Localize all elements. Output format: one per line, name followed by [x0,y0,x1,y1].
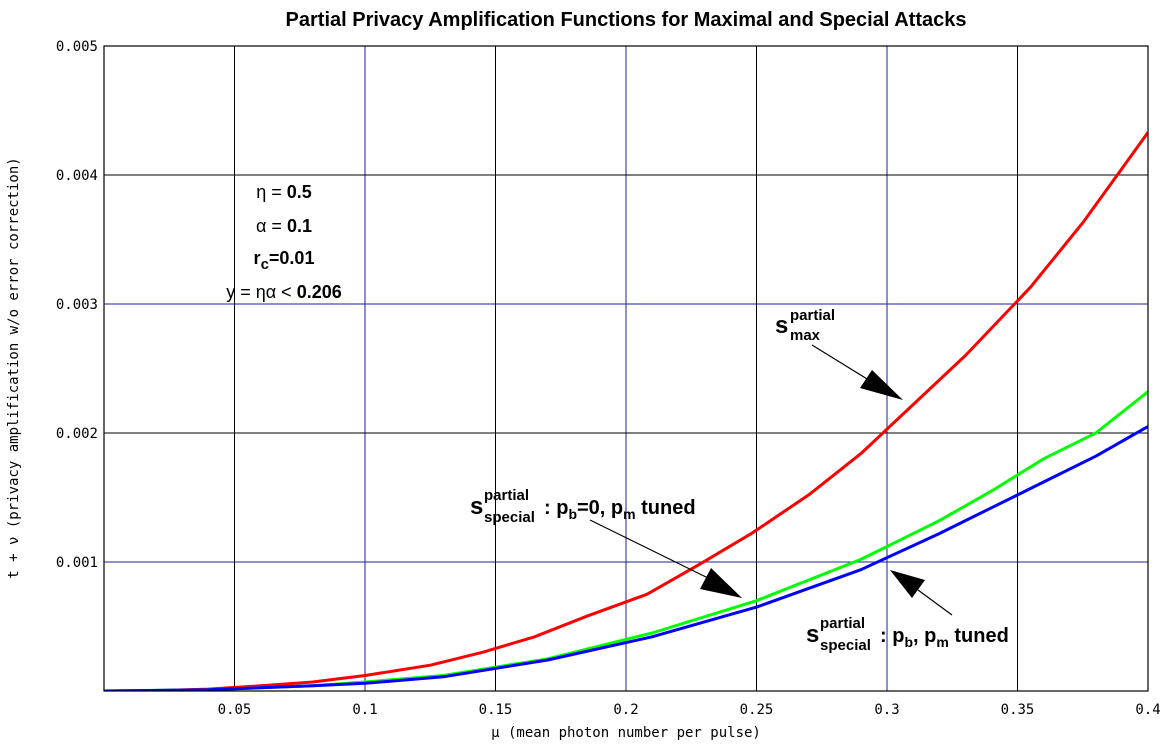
svg-text:s: s [775,312,788,339]
grid [104,46,1149,691]
svg-text:partial: partial [790,307,835,324]
svg-text:: pb, pm tuned: : pb, pm tuned [880,625,1009,650]
y-tick-labels: 0.001 0.002 0.003 0.004 0.005 [56,39,98,571]
arrow-s-special-pb-pm [890,570,953,616]
param-rc: rc=0.01 [254,248,315,273]
svg-text:partial: partial [484,487,529,504]
y-tick-label: 0.004 [56,168,98,184]
svg-text:s: s [806,621,819,648]
y-axis-label: t + ν (privacy amplification w/o error c… [6,157,22,578]
svg-text:: pb=0, pm tuned: : pb=0, pm tuned [544,497,696,522]
x-tick-label: 0.2 [613,702,638,718]
x-tick-label: 0.15 [479,702,513,718]
series-line-red [104,131,1148,691]
x-tick-label: 0.1 [352,702,377,718]
x-tick-label: 0.05 [218,702,252,718]
param-y: y = ηα < 0.206 [226,282,342,302]
y-tick-label: 0.002 [56,426,98,442]
label-s-max: s partial max [775,307,835,344]
x-axis-label: μ (mean photon number per pulse) [491,725,761,741]
param-alpha: α = 0.1 [256,216,312,236]
series-line-blue [104,425,1148,691]
param-eta: η = 0.5 [256,182,312,202]
x-tick-label: 0.4 [1135,702,1160,718]
arrow-s-max [811,344,903,400]
svg-text:special: special [484,509,535,526]
x-tick-label: 0.3 [874,702,899,718]
y-tick-label: 0.001 [56,555,98,571]
label-s-special-pb-pm: s partial special : pb, pm tuned [806,615,1009,654]
parameter-annotations: η = 0.5 α = 0.1 rc=0.01 y = ηα < 0.206 [226,182,342,302]
x-tick-label: 0.25 [740,702,774,718]
y-tick-label: 0.005 [56,39,98,55]
svg-text:partial: partial [820,615,865,632]
x-tick-labels: 0.05 0.1 0.15 0.2 0.25 0.3 0.35 0.4 [218,702,1161,718]
x-tick-label: 0.35 [1001,702,1035,718]
plot-frame [103,45,1149,692]
label-s-special-pb0: s partial special : pb=0, pm tuned [470,487,696,526]
chart-title: Partial Privacy Amplification Functions … [286,9,967,31]
svg-text:max: max [790,327,821,344]
svg-text:special: special [820,637,871,654]
y-tick-label: 0.003 [56,297,98,313]
svg-text:s: s [470,493,483,520]
series-lines [104,131,1148,691]
arrow-s-special-pb0 [589,519,742,598]
